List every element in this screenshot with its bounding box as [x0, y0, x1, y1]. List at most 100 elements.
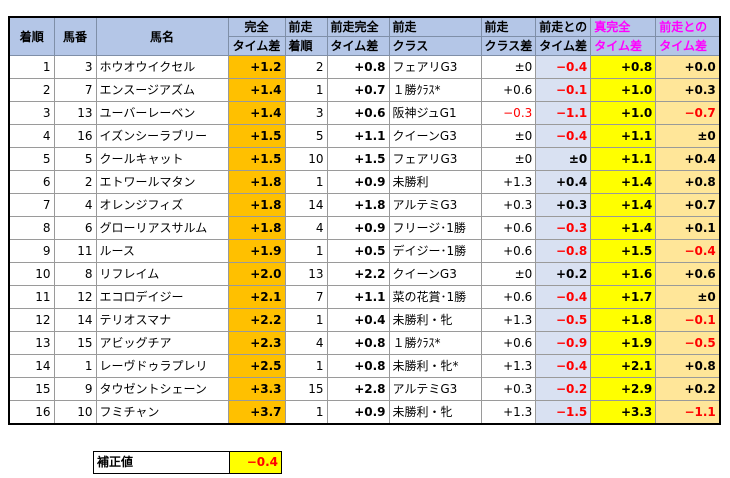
cell-prev-time-diff: +0.9	[326, 400, 390, 425]
cell-true-time-diff: +1.7	[590, 285, 657, 309]
cell-prev-class: フェアリG3	[388, 55, 482, 79]
cell-class-diff: ±0	[480, 55, 537, 79]
cell-time-diff: +2.2	[227, 308, 286, 332]
cell-true-diff-vs-prev: −0.4	[655, 239, 721, 263]
cell-prev-time-diff: +2.2	[326, 262, 390, 286]
header-time-diff-sub: タイム差	[227, 36, 286, 56]
header-diff-vs-prev: 前走との	[535, 16, 592, 37]
cell-finish-position: 5	[8, 147, 55, 171]
cell-diff-vs-prev: −0.4	[535, 55, 592, 79]
cell-prev-time-diff: +1.8	[326, 193, 390, 217]
cell-horse-name: ホウオウイクセル	[95, 55, 229, 79]
cell-horse-name: レーヴドゥラプレリ	[95, 354, 229, 378]
header-true-time-diff: 真完全	[590, 16, 657, 37]
cell-prev-time-diff: +0.8	[326, 331, 390, 355]
cell-prev-time-diff: +0.8	[326, 55, 390, 79]
cell-prev-class: 阪神ジュG1	[388, 101, 482, 125]
cell-diff-vs-prev: +0.2	[535, 262, 592, 286]
cell-diff-vs-prev: ±0	[535, 147, 592, 171]
cell-horse-name: テリオスマナ	[95, 308, 229, 332]
cell-time-diff: +2.3	[227, 331, 286, 355]
cell-horse-name: フミチャン	[95, 400, 229, 425]
cell-prev-time-diff: +0.5	[326, 239, 390, 263]
cell-true-time-diff: +1.4	[590, 216, 657, 240]
cell-horse-number: 15	[53, 331, 97, 355]
cell-horse-number: 9	[53, 377, 97, 401]
header-row-1: 着順 馬番 馬名 完全 前走 前走完全 前走 前走 前走との 真完全 前走との	[8, 16, 721, 56]
cell-time-diff: +2.5	[227, 354, 286, 378]
table-row: 1 3 ホウオウイクセル +1.2 2 +0.8 フェアリG3 ±0 −0.4 +0.8 +0.0	[8, 55, 721, 79]
header-prev-class: 前走	[388, 16, 482, 37]
header-true-time-diff-sub: タイム差	[590, 36, 657, 56]
cell-prev-position: 5	[284, 124, 328, 148]
table-row: 3 13 ユーバーレーベン +1.4 3 +0.6 阪神ジュG1 −0.3 −1.1 +1.0 −0…	[8, 101, 721, 125]
header-true-diff-vs-prev: 前走との	[655, 16, 721, 37]
cell-prev-class: アルテミG3	[388, 377, 482, 401]
cell-horse-number: 16	[53, 124, 97, 148]
cell-true-time-diff: +3.3	[590, 400, 657, 425]
cell-finish-position: 2	[8, 78, 55, 102]
cell-true-diff-vs-prev: +0.6	[655, 262, 721, 286]
cell-horse-name: クールキャット	[95, 147, 229, 171]
cell-true-time-diff: +2.1	[590, 354, 657, 378]
cell-finish-position: 1	[8, 55, 55, 79]
cell-true-diff-vs-prev: ±0	[655, 124, 721, 148]
cell-prev-class: １勝ｸﾗｽ*	[388, 78, 482, 102]
cell-time-diff: +1.9	[227, 239, 286, 263]
cell-finish-position: 8	[8, 216, 55, 240]
cell-time-diff: +1.8	[227, 216, 286, 240]
header-prev-time-diff-sub: タイム差	[326, 36, 390, 56]
cell-class-diff: +1.3	[480, 354, 537, 378]
cell-class-diff: ±0	[480, 147, 537, 171]
cell-class-diff: +0.6	[480, 78, 537, 102]
cell-finish-position: 13	[8, 331, 55, 355]
cell-prev-time-diff: +0.8	[326, 354, 390, 378]
header-finish-position: 着順	[8, 16, 55, 56]
cell-class-diff: +0.6	[480, 239, 537, 263]
cell-class-diff: +1.3	[480, 170, 537, 194]
cell-diff-vs-prev: −1.1	[535, 101, 592, 125]
correction-box: 補正値 −0.4	[93, 451, 282, 474]
cell-prev-class: クイーンG3	[388, 124, 482, 148]
cell-true-diff-vs-prev: +0.4	[655, 147, 721, 171]
table-row: 2 7 エンスージアズム +1.4 1 +0.7 １勝ｸﾗｽ* +0.6 −0.1 +1.0 +0.…	[8, 78, 721, 102]
cell-true-diff-vs-prev: +0.8	[655, 354, 721, 378]
cell-true-diff-vs-prev: ±0	[655, 285, 721, 309]
cell-prev-time-diff: +0.6	[326, 101, 390, 125]
cell-diff-vs-prev: −0.4	[535, 285, 592, 309]
cell-horse-number: 13	[53, 101, 97, 125]
results-table: 着順 馬番 馬名 完全 前走 前走完全 前走 前走 前走との 真完全 前走との …	[8, 16, 721, 425]
table-row: 11 12 エコロデイジー +2.1 7 +1.1 菜の花賞･1勝 +0.6 −0.4 +1.7 ±…	[8, 285, 721, 309]
cell-prev-class: フリージ･1勝	[388, 216, 482, 240]
cell-class-diff: ±0	[480, 262, 537, 286]
cell-class-diff: +0.6	[480, 331, 537, 355]
cell-finish-position: 16	[8, 400, 55, 425]
cell-prev-class: １勝ｸﾗｽ*	[388, 331, 482, 355]
header-prev-class-sub: クラス	[388, 36, 482, 56]
cell-horse-number: 8	[53, 262, 97, 286]
header-class-diff: 前走	[480, 16, 537, 37]
cell-true-time-diff: +1.5	[590, 239, 657, 263]
cell-class-diff: +0.6	[480, 216, 537, 240]
cell-prev-class: デイジー･1勝	[388, 239, 482, 263]
cell-horse-number: 5	[53, 147, 97, 171]
cell-horse-name: タウゼントシェーン	[95, 377, 229, 401]
cell-true-time-diff: +1.6	[590, 262, 657, 286]
cell-prev-position: 1	[284, 400, 328, 425]
cell-class-diff: +1.3	[480, 308, 537, 332]
table-row: 12 14 テリオスマナ +2.2 1 +0.4 未勝利・牝 +1.3 −0.5 +1.8 −0.1	[8, 308, 721, 332]
cell-prev-time-diff: +2.8	[326, 377, 390, 401]
cell-true-time-diff: +1.8	[590, 308, 657, 332]
cell-finish-position: 7	[8, 193, 55, 217]
cell-true-time-diff: +1.1	[590, 124, 657, 148]
cell-time-diff: +3.3	[227, 377, 286, 401]
cell-finish-position: 15	[8, 377, 55, 401]
cell-true-time-diff: +1.9	[590, 331, 657, 355]
cell-time-diff: +1.4	[227, 78, 286, 102]
cell-time-diff: +1.8	[227, 193, 286, 217]
cell-horse-name: リフレイム	[95, 262, 229, 286]
header-prev-position: 前走	[284, 16, 328, 37]
cell-prev-class: アルテミG3	[388, 193, 482, 217]
header-horse-number: 馬番	[53, 16, 97, 56]
correction-label: 補正値	[93, 451, 230, 474]
